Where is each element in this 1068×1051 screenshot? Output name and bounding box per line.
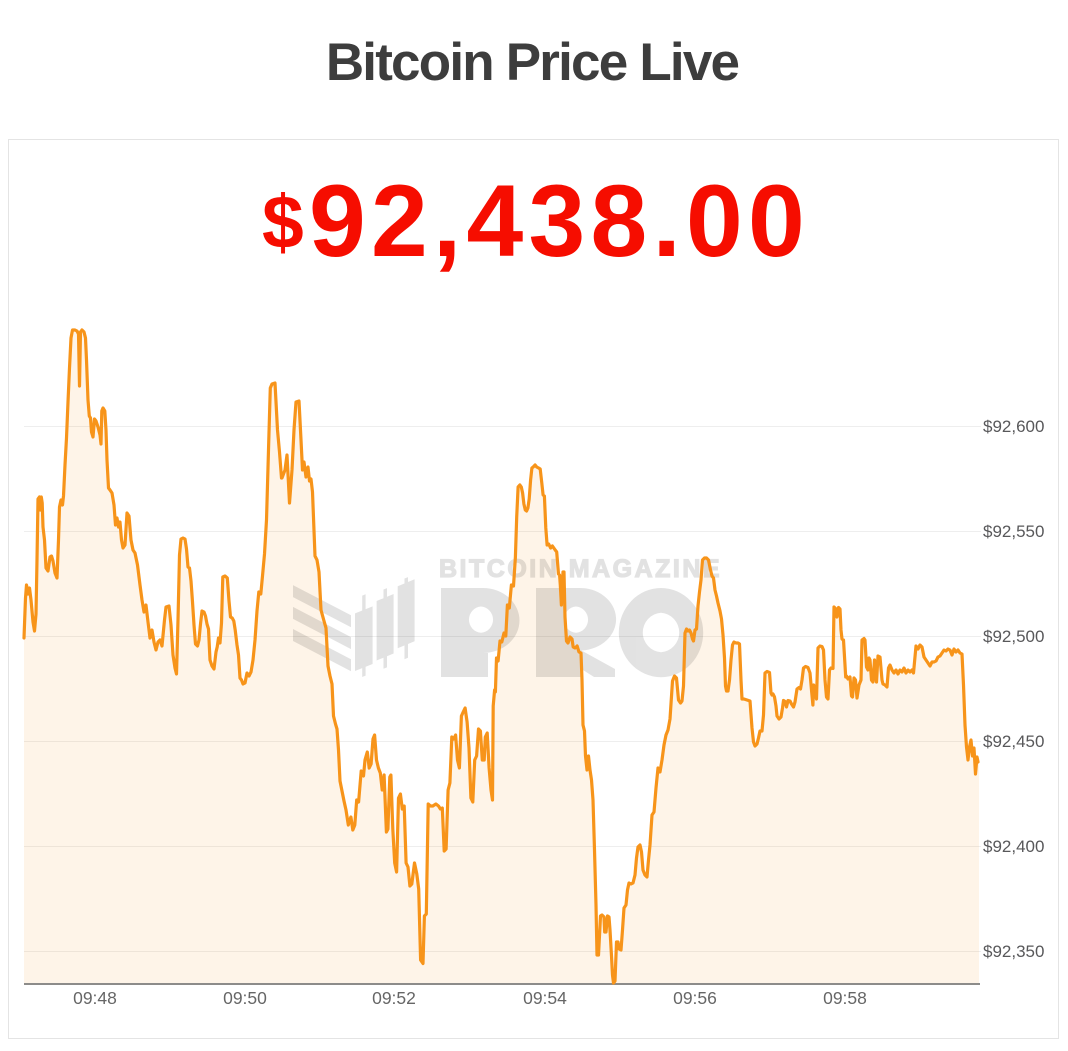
svg-text:BITCOIN MAGAZINE: BITCOIN MAGAZINE xyxy=(439,555,722,583)
svg-text:$92,600: $92,600 xyxy=(983,417,1044,436)
svg-text:$92,550: $92,550 xyxy=(983,522,1044,541)
svg-text:09:54: 09:54 xyxy=(523,988,567,1008)
svg-text:$92,350: $92,350 xyxy=(983,942,1044,961)
svg-text:09:52: 09:52 xyxy=(372,988,416,1008)
svg-text:09:58: 09:58 xyxy=(823,988,867,1008)
svg-text:09:56: 09:56 xyxy=(673,988,717,1008)
svg-text:09:50: 09:50 xyxy=(223,988,267,1008)
svg-text:$92,450: $92,450 xyxy=(983,732,1044,751)
svg-text:$92,400: $92,400 xyxy=(983,837,1044,856)
svg-text:09:48: 09:48 xyxy=(73,988,117,1008)
svg-text:$92,500: $92,500 xyxy=(983,627,1044,646)
